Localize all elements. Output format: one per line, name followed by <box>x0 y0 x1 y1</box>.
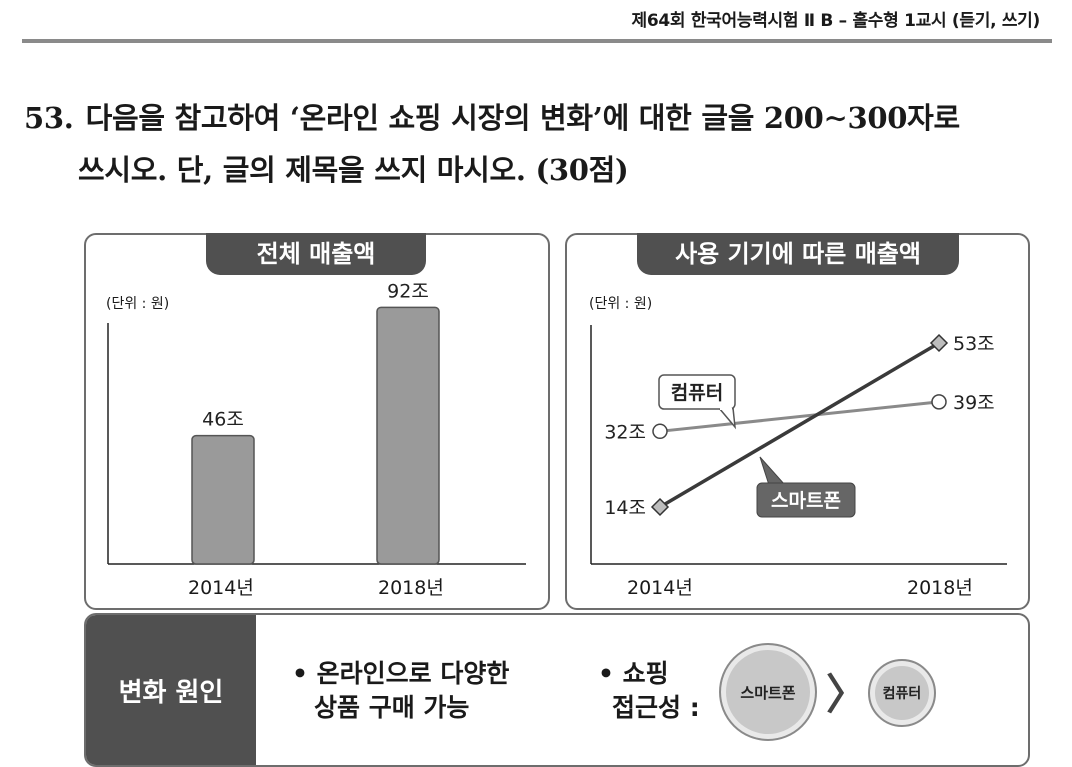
greater-than-icon: 〉 <box>826 670 869 719</box>
bar-value-label: 46조 <box>202 409 244 431</box>
point-value-label: 32조 <box>604 421 646 443</box>
computer-callout-box <box>658 374 736 410</box>
header-divider <box>22 39 1052 43</box>
cause-bullet-1: • 온라인으로 다양한 상품 구매 가능 <box>292 657 509 725</box>
cause-bullet-1-line-1: • 온라인으로 다양한 <box>292 659 510 688</box>
cause-bullet-2-line-2: 접근성 : <box>612 693 700 722</box>
series-label-smartphone: 스마트폰 <box>771 490 841 512</box>
cause-bullet-1-line-2: 상품 구매 가능 <box>314 693 470 722</box>
computer-circle: 컴퓨터 <box>868 659 936 727</box>
point-value-label: 14조 <box>604 497 646 519</box>
smartphone-callout-pointer <box>759 456 787 486</box>
cause-bullet-2: • 쇼핑 접근성 : <box>598 657 700 725</box>
question-number: 53. <box>24 101 74 135</box>
bar-2014년 <box>191 434 255 565</box>
exam-header: 제64회 한국어능력시험 Ⅱ B – 홀수형 1교시 (듣기, 쓰기) <box>631 11 1040 31</box>
point-컴퓨터 <box>652 423 668 440</box>
change-cause-box: 변화 원인 • 온라인으로 다양한 상품 구매 가능 • 쇼핑 접근성 : 스마… <box>84 613 1030 767</box>
change-cause-label: 변화 원인 <box>86 615 256 765</box>
total-sales-panel: 전체 매출액 (단위 : 원) 46조 92조 2014년 2018년 <box>84 233 550 610</box>
line-x-label-2018: 2018년 <box>907 577 973 599</box>
point-스마트폰 <box>929 333 949 353</box>
question-line-1: 다음을 참고하여 ‘온라인 쇼핑 시장의 변화’에 대한 글을 200∼300자… <box>85 101 961 135</box>
bar-x-label-2014: 2014년 <box>188 577 254 599</box>
question-prompt: 53. 다음을 참고하여 ‘온라인 쇼핑 시장의 변화’에 대한 글을 200∼3… <box>24 92 1054 196</box>
line-x-label-2014: 2014년 <box>627 577 693 599</box>
question-line-2: 쓰시오. 단, 글의 제목을 쓰지 마시오. (30점) <box>78 153 629 187</box>
bar-value-label: 92조 <box>387 280 429 302</box>
series-line-스마트폰 <box>659 341 940 509</box>
device-sales-title: 사용 기기에 따른 매출액 <box>637 233 959 275</box>
series-label-computer: 컴퓨터 <box>671 382 723 404</box>
point-스마트폰 <box>650 497 670 517</box>
smartphone-callout-box <box>756 482 856 518</box>
total-sales-title: 전체 매출액 <box>206 233 426 275</box>
cause-bullet-2-line-1: • 쇼핑 <box>598 659 669 688</box>
smartphone-circle: 스마트폰 <box>719 643 817 741</box>
bar-chart: 46조 92조 <box>107 280 526 565</box>
total-sales-unit: (단위 : 원) <box>106 296 170 312</box>
series-line-컴퓨터 <box>659 400 940 433</box>
point-컴퓨터 <box>931 394 947 410</box>
device-sales-unit: (단위 : 원) <box>589 296 653 312</box>
bar-2018년 <box>376 306 440 565</box>
bar-x-label-2018: 2018년 <box>378 577 444 599</box>
point-value-label: 53조 <box>953 333 995 355</box>
point-value-label: 39조 <box>953 392 995 414</box>
